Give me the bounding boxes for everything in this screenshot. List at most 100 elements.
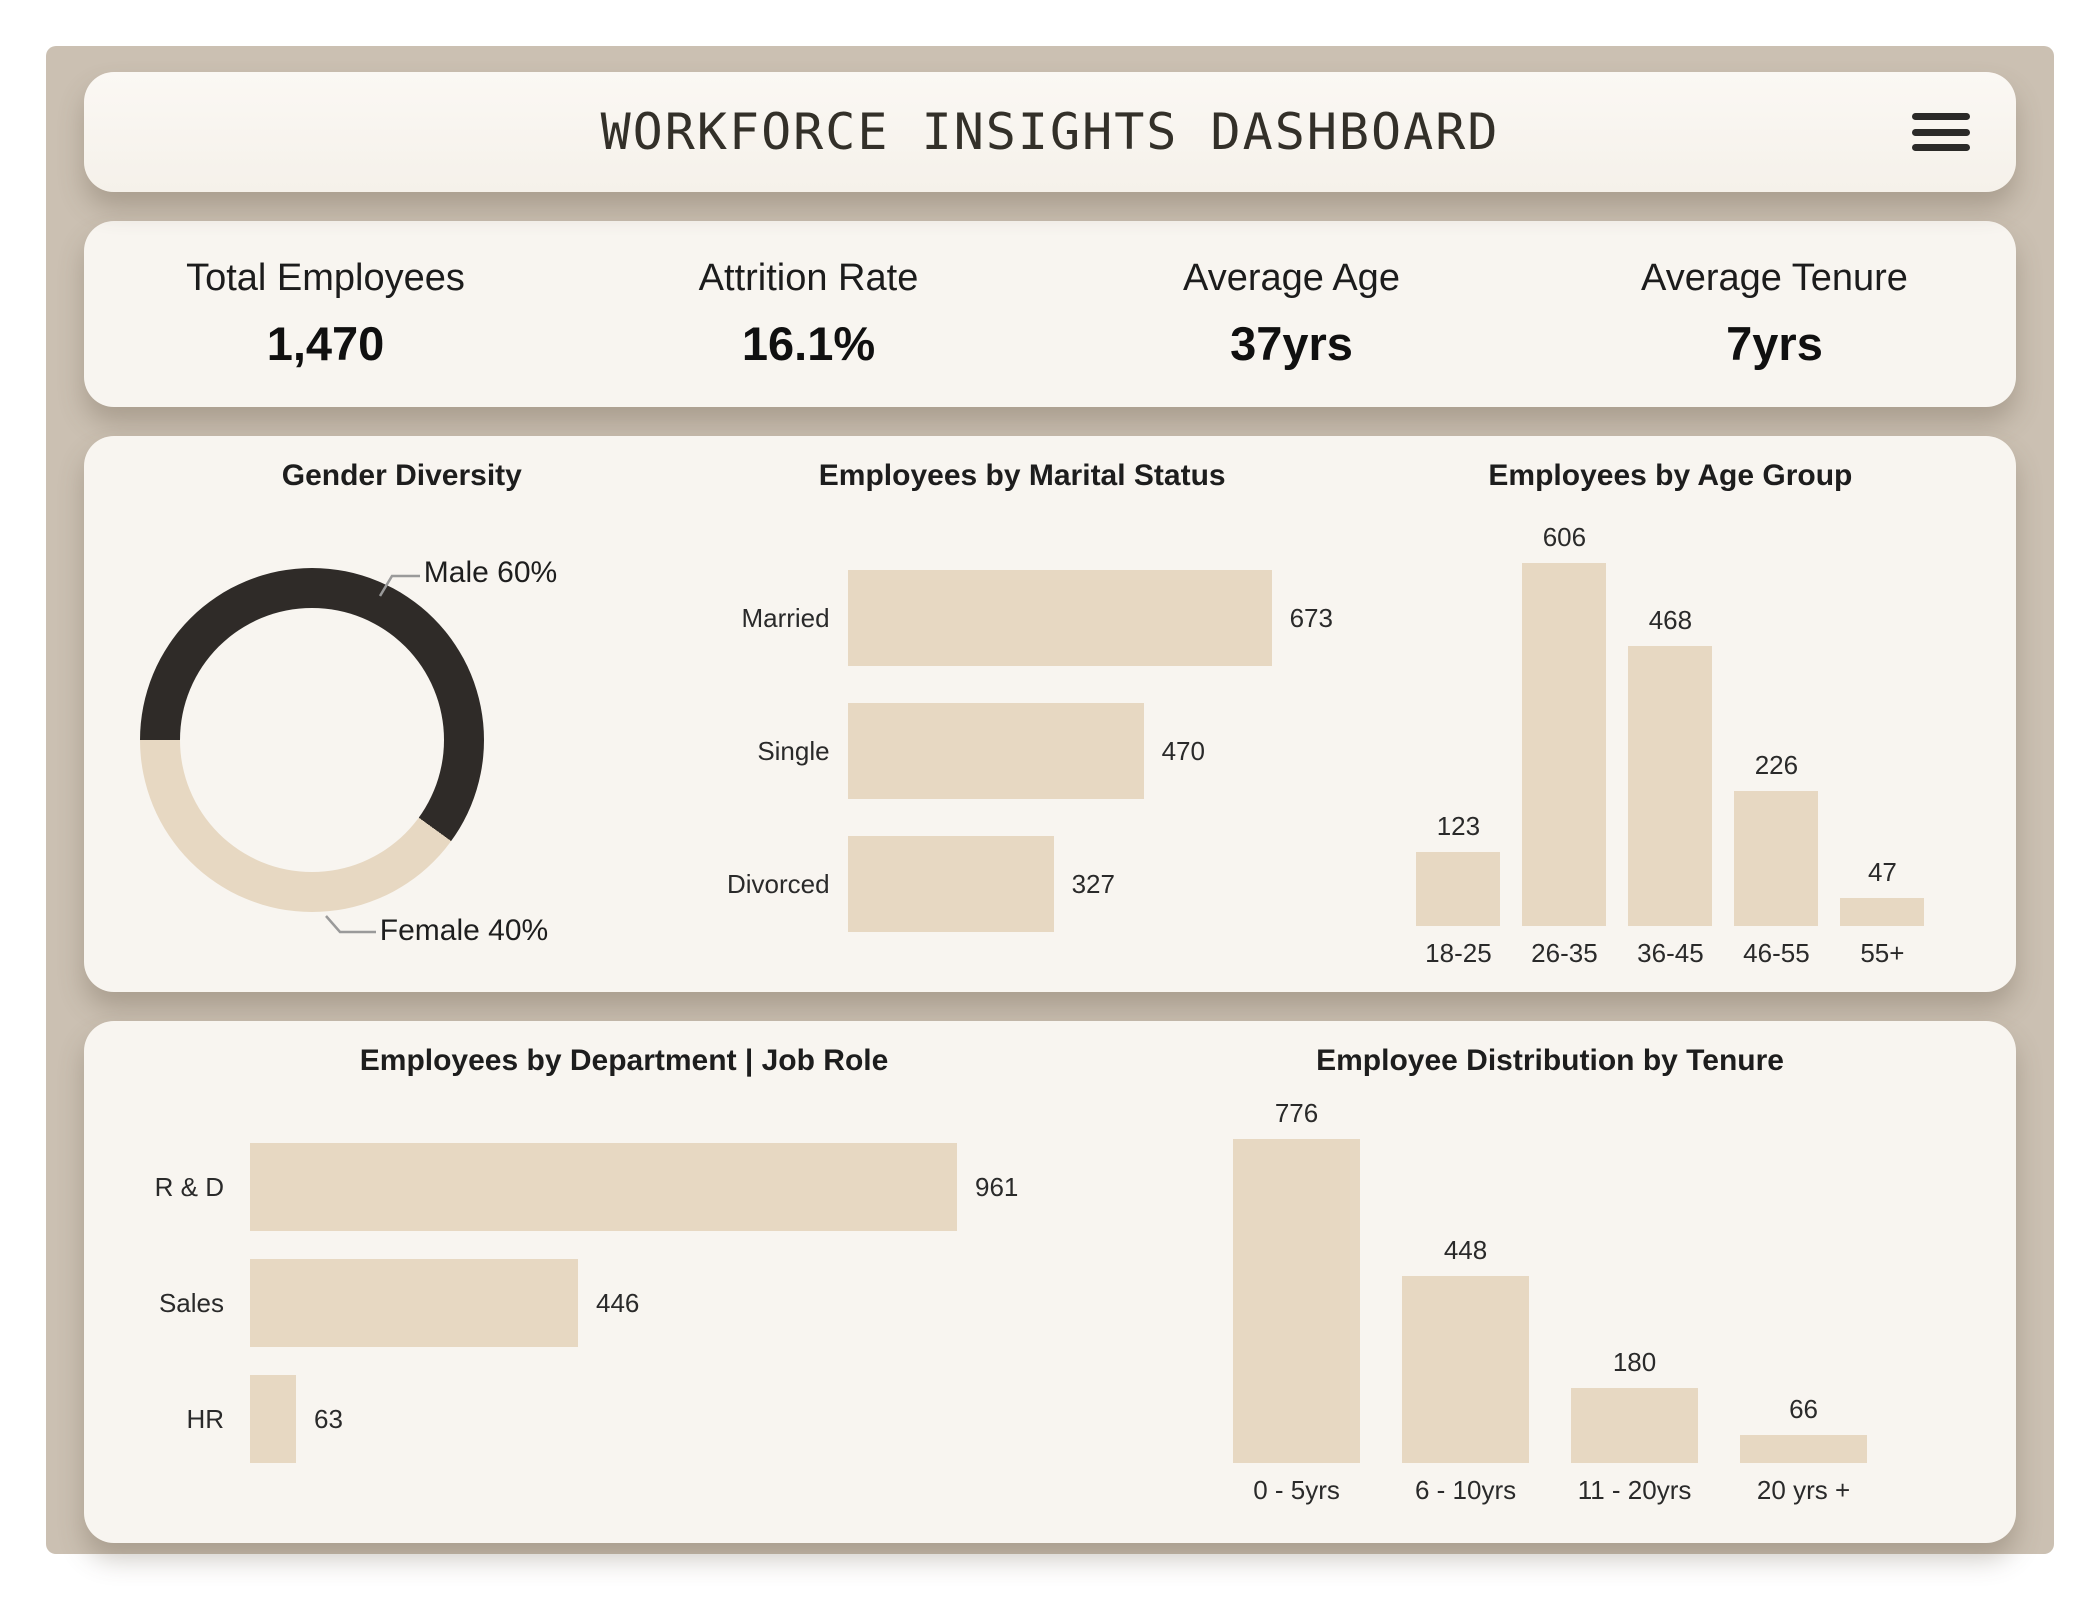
value-label: 47 [1867,857,1897,887]
category-label: 55+ [1860,938,1905,968]
hamburger-bar [1912,128,1970,136]
hamburger-menu-button[interactable] [1912,113,1970,151]
chart-title: Employees by Marital Status [818,459,1226,492]
kpi-average-age: Average Age 37yrs [1050,257,1533,371]
value-label: 123 [1436,811,1481,841]
bar-hr[interactable] [250,1375,296,1463]
bar-row-married: Married 673 [680,570,1365,666]
gender-donut[interactable] [139,568,484,912]
department-chart: Employees by Department | Job Role R & D… [124,1039,1124,1525]
donut-label-male: Male 60% [423,556,558,589]
category-label: Married [741,602,830,633]
kpi-value: 7yrs [1726,317,1823,370]
bar-column-6-10yrs: 448 6 - 10yrs [1402,1235,1530,1507]
chart-title: Employees by Age Group [1488,459,1853,492]
bar-55[interactable] [1840,898,1925,926]
value-label: 448 [1443,1235,1488,1265]
bar-divorced[interactable] [847,836,1054,932]
value-label: 63 [314,1403,343,1434]
bar-sales[interactable] [250,1259,578,1347]
value-label: 606 [1542,522,1587,552]
tenure-bars: 776 0 - 5yrs 448 6 - 10yrs 180 11 - 20yrs 66 20… [1124,1083,1976,1507]
bar-row-sales: Sales 446 [124,1259,1124,1347]
bar-18-25[interactable] [1416,852,1501,926]
category-label: 20 yrs + [1756,1475,1851,1505]
gender-donut-area: Male 60% Female 40% [132,498,672,976]
bottom-charts-card: Employees by Department | Job Role R & D… [84,1021,2016,1543]
value-label: 327 [1071,868,1115,899]
bar-row-r-d: R & D 961 [124,1143,1124,1231]
bar-0-5yrs[interactable] [1233,1139,1361,1463]
chart-title: Employees by Department | Job Role [359,1044,889,1077]
kpi-attrition-rate: Attrition Rate 16.1% [567,257,1050,371]
hamburger-bar [1912,144,1970,151]
middle-charts-card: Gender Diversity Male 60% Female 40% Emp… [84,436,2016,992]
bar-single[interactable] [847,703,1144,799]
header-bar: WORKFORCE INSIGHTS DASHBOARD [84,72,2016,192]
category-label: 0 - 5yrs [1253,1475,1340,1505]
category-label: 18-25 [1425,938,1492,968]
bar-row-single: Single 470 [680,703,1365,799]
bar-married[interactable] [847,570,1272,666]
chart-title: Gender Diversity [281,459,522,492]
bar-36-45[interactable] [1628,646,1713,926]
bar-column-26-35: 606 26-35 [1522,522,1607,970]
dashboard-title: WORKFORCE INSIGHTS DASHBOARD [600,103,1500,161]
donut-label-female: Female 40% [379,914,549,947]
chart-title: Employee Distribution by Tenure [1316,1044,1784,1077]
bar-row-divorced: Divorced 327 [680,836,1365,932]
kpi-label: Average Age [1183,257,1400,299]
bar-column-46-55: 226 46-55 [1734,750,1819,970]
marital-status-bars: Married 673 Single 470 Divorced 327 [680,570,1365,932]
value-label: 468 [1648,605,1693,635]
category-label: HR [186,1403,224,1434]
kpi-label: Total Employees [186,257,465,299]
category-label: 46-55 [1743,938,1810,968]
age-group-chart: Employees by Age Group 123 18-25 606 26-35 4… [1365,454,1976,976]
kpi-total-employees: Total Employees 1,470 [84,257,567,371]
bar-46-55[interactable] [1734,791,1819,926]
bar-column-36-45: 468 36-45 [1628,605,1713,970]
dashboard-canvas: WORKFORCE INSIGHTS DASHBOARD Total Emplo… [46,46,2054,1554]
bar-r-d[interactable] [250,1143,957,1231]
value-label: 226 [1754,750,1799,780]
bar-6-10yrs[interactable] [1402,1276,1530,1463]
kpi-label: Average Tenure [1641,257,1908,299]
category-label: 26-35 [1531,938,1598,968]
category-label: 36-45 [1637,938,1704,968]
donut-hole [179,608,444,872]
bar-11-20yrs[interactable] [1571,1388,1699,1463]
value-label: 180 [1612,1347,1657,1377]
marital-status-chart: Employees by Marital Status Married 673 Si… [680,454,1365,976]
category-label: Divorced [727,868,830,899]
kpi-value: 1,470 [266,317,385,370]
age-group-bars: 123 18-25 606 26-35 468 36-45 226 46-55 47 55+ [1365,498,1976,970]
category-label: Sales [158,1287,224,1318]
value-label: 446 [596,1287,640,1318]
bar-column-55: 47 55+ [1840,857,1925,970]
value-label: 961 [975,1171,1019,1202]
category-label: 11 - 20yrs [1577,1475,1692,1505]
bar-20-yrs[interactable] [1740,1435,1868,1463]
kpi-strip: Total Employees 1,470 Attrition Rate 16.… [84,221,2016,407]
leader-line-female [324,915,376,934]
department-bars: R & D 961 Sales 446 HR 63 [124,1143,1124,1463]
kpi-label: Attrition Rate [698,257,919,299]
kpi-average-tenure: Average Tenure 7yrs [1533,257,2016,371]
category-label: Single [757,735,830,766]
bar-column-18-25: 123 18-25 [1416,811,1501,970]
category-label: R & D [154,1171,224,1202]
tenure-chart: Employee Distribution by Tenure 776 0 - 5… [1124,1039,1976,1525]
bar-row-hr: HR 63 [124,1375,1124,1463]
category-label: 6 - 10yrs [1414,1475,1517,1505]
value-label: 673 [1289,602,1333,633]
bar-column-0-5yrs: 776 0 - 5yrs [1233,1098,1361,1507]
bar-column-11-20yrs: 180 11 - 20yrs [1571,1347,1699,1507]
value-label: 470 [1161,735,1205,766]
value-label: 66 [1789,1394,1818,1424]
bar-column-20-yrs: 66 20 yrs + [1740,1394,1868,1507]
kpi-value: 16.1% [741,317,876,370]
value-label: 776 [1274,1098,1319,1128]
bar-26-35[interactable] [1522,563,1607,926]
